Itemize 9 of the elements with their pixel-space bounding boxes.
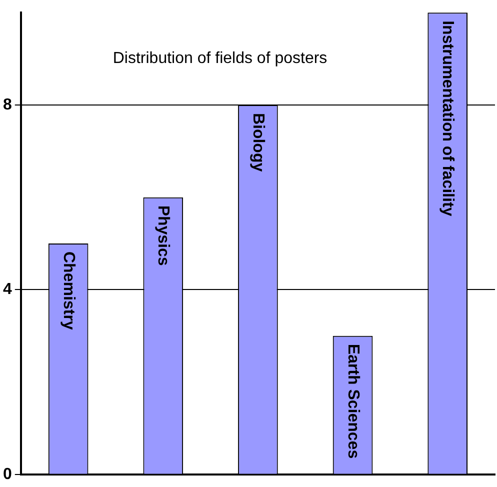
x-tick-label: Physics bbox=[154, 205, 172, 266]
y-tick-label: 8 bbox=[2, 96, 12, 114]
y-tick-label: 0 bbox=[2, 466, 12, 483]
x-tick-label: Chemistry bbox=[60, 252, 77, 330]
x-tick-label: Instrumentation of facility bbox=[439, 20, 456, 216]
text: Distribution of fields of posters bbox=[112, 50, 328, 68]
x-tick-label: Biology bbox=[250, 112, 267, 172]
y-tick-label: 4 bbox=[2, 281, 12, 298]
x-tick-label: Earth Sciences bbox=[344, 344, 362, 459]
